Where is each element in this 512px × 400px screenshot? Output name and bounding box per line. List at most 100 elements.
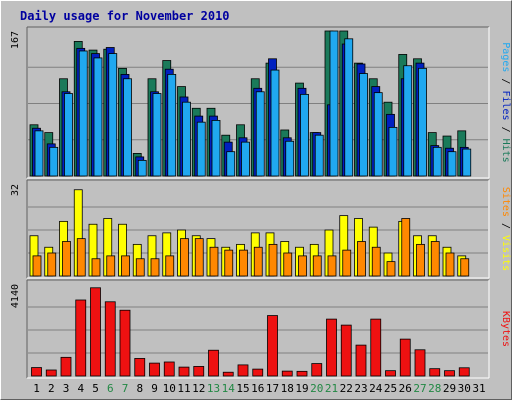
bar-kbytes-day-29 xyxy=(444,370,455,377)
bar-pages-day-5 xyxy=(93,57,103,177)
bar-sites-day-10 xyxy=(165,255,175,277)
bar-pages-day-21 xyxy=(329,30,339,177)
bar-pages-day-30 xyxy=(462,148,472,177)
bar-pages-day-2 xyxy=(49,146,59,177)
bar-sites-day-28 xyxy=(430,241,440,277)
bar-kbytes-day-7 xyxy=(119,309,131,377)
bar-pages-day-7 xyxy=(123,78,132,177)
bar-kbytes-day-18 xyxy=(281,370,293,377)
legend-kbytes: KBytes xyxy=(500,311,511,347)
bar-kbytes-day-1 xyxy=(31,367,42,377)
bar-sites-day-21 xyxy=(327,255,337,277)
bar-sites-day-23 xyxy=(357,241,366,277)
x-tick-label-day-17: 17 xyxy=(266,382,279,395)
bar-kbytes-day-14 xyxy=(222,371,234,377)
x-tick-label-day-2: 2 xyxy=(48,382,55,395)
y-max-label: 4140 xyxy=(10,284,21,308)
bar-kbytes-day-24 xyxy=(370,318,382,377)
bar-sites-day-4 xyxy=(76,238,86,277)
legend-separator: / xyxy=(500,121,511,139)
bar-sites-day-7 xyxy=(121,255,130,277)
bar-kbytes-day-4 xyxy=(75,299,87,377)
x-tick-label-day-12: 12 xyxy=(192,382,205,395)
bar-pages-day-1 xyxy=(34,130,44,177)
bar-kbytes-day-12 xyxy=(193,366,205,377)
bar-kbytes-day-2 xyxy=(45,369,57,377)
x-tick-label-day-15: 15 xyxy=(236,382,249,395)
bar-pages-day-17 xyxy=(270,69,280,177)
bar-kbytes-day-5 xyxy=(90,287,101,377)
bar-sites-day-5 xyxy=(91,258,101,277)
bar-sites-day-6 xyxy=(106,255,116,277)
x-tick-label-day-23: 23 xyxy=(354,382,367,395)
bar-pages-day-15 xyxy=(241,141,250,177)
bar-pages-day-10 xyxy=(167,74,177,177)
bar-sites-day-29 xyxy=(445,252,455,277)
x-tick-label-day-19: 19 xyxy=(295,382,308,395)
bar-kbytes-day-22 xyxy=(340,324,352,377)
bar-kbytes-day-21 xyxy=(326,318,337,377)
bar-sites-day-25 xyxy=(386,261,396,277)
bar-sites-day-1 xyxy=(32,255,42,277)
bar-pages-day-13 xyxy=(211,120,221,177)
bar-sites-day-24 xyxy=(371,246,381,277)
bar-pages-day-8 xyxy=(137,159,147,177)
bar-pages-day-18 xyxy=(285,140,295,177)
bar-sites-day-17 xyxy=(268,243,278,277)
x-tick-label-day-22: 22 xyxy=(340,382,353,395)
bar-pages-day-24 xyxy=(373,92,383,177)
bar-sites-day-13 xyxy=(209,246,219,277)
bar-sites-day-9 xyxy=(150,258,160,277)
bar-pages-day-16 xyxy=(255,91,265,177)
x-tick-label-day-21: 21 xyxy=(325,382,338,395)
x-tick-label-day-26: 26 xyxy=(399,382,412,395)
bar-sites-day-3 xyxy=(62,241,71,277)
x-tick-label-day-27: 27 xyxy=(413,382,426,395)
y-max-label: 32 xyxy=(10,184,21,196)
legend-item-sites: Sites xyxy=(500,187,511,217)
bar-pages-day-19 xyxy=(300,93,309,177)
bar-pages-day-20 xyxy=(314,134,324,177)
bar-kbytes-day-26 xyxy=(399,338,411,377)
legend-separator: / xyxy=(500,72,511,90)
x-tick-label-day-16: 16 xyxy=(251,382,264,395)
x-tick-label-day-7: 7 xyxy=(122,382,129,395)
bar-pages-day-4 xyxy=(78,50,88,177)
x-tick-label-day-10: 10 xyxy=(163,382,176,395)
bar-pages-day-6 xyxy=(108,53,118,177)
bar-sites-day-15 xyxy=(239,249,248,277)
bar-kbytes-day-10 xyxy=(163,361,175,377)
bar-kbytes-day-13 xyxy=(208,349,219,377)
bar-kbytes-day-23 xyxy=(355,344,367,377)
bar-pages-day-11 xyxy=(182,101,191,177)
bar-pages-day-3 xyxy=(64,93,73,177)
bar-sites-day-8 xyxy=(135,258,145,277)
legend-item-pages: Pages xyxy=(500,42,511,72)
bar-kbytes-day-8 xyxy=(134,358,146,377)
x-tick-label-day-3: 3 xyxy=(63,382,70,395)
legend-item-kbytes: KBytes xyxy=(500,311,511,347)
x-tick-label-day-13: 13 xyxy=(207,382,220,395)
x-tick-label-day-25: 25 xyxy=(384,382,397,395)
x-tick-label-day-1: 1 xyxy=(33,382,40,395)
chart-title: Daily usage for November 2010 xyxy=(20,9,230,23)
legend-item-files: Files xyxy=(500,90,511,120)
legend-hits-files-pages: Pages / Files / Hits xyxy=(500,42,511,162)
bar-sites-day-20 xyxy=(312,255,322,277)
x-tick-label-day-30: 30 xyxy=(458,382,471,395)
panel-bg-kbytes xyxy=(27,280,489,378)
x-tick-label-day-29: 29 xyxy=(443,382,456,395)
bar-pages-day-25 xyxy=(388,126,398,177)
y-max-label: 167 xyxy=(10,31,21,49)
bar-kbytes-day-28 xyxy=(429,368,441,377)
legend-item-hits: Hits xyxy=(500,139,511,163)
x-tick-label-day-9: 9 xyxy=(151,382,158,395)
bar-kbytes-day-30 xyxy=(458,367,470,377)
bar-sites-day-2 xyxy=(47,252,57,277)
bar-kbytes-day-19 xyxy=(296,370,308,377)
legend-separator: / xyxy=(500,217,511,235)
bar-kbytes-day-11 xyxy=(178,366,190,377)
x-tick-label-day-18: 18 xyxy=(281,382,294,395)
x-tick-label-day-20: 20 xyxy=(310,382,323,395)
